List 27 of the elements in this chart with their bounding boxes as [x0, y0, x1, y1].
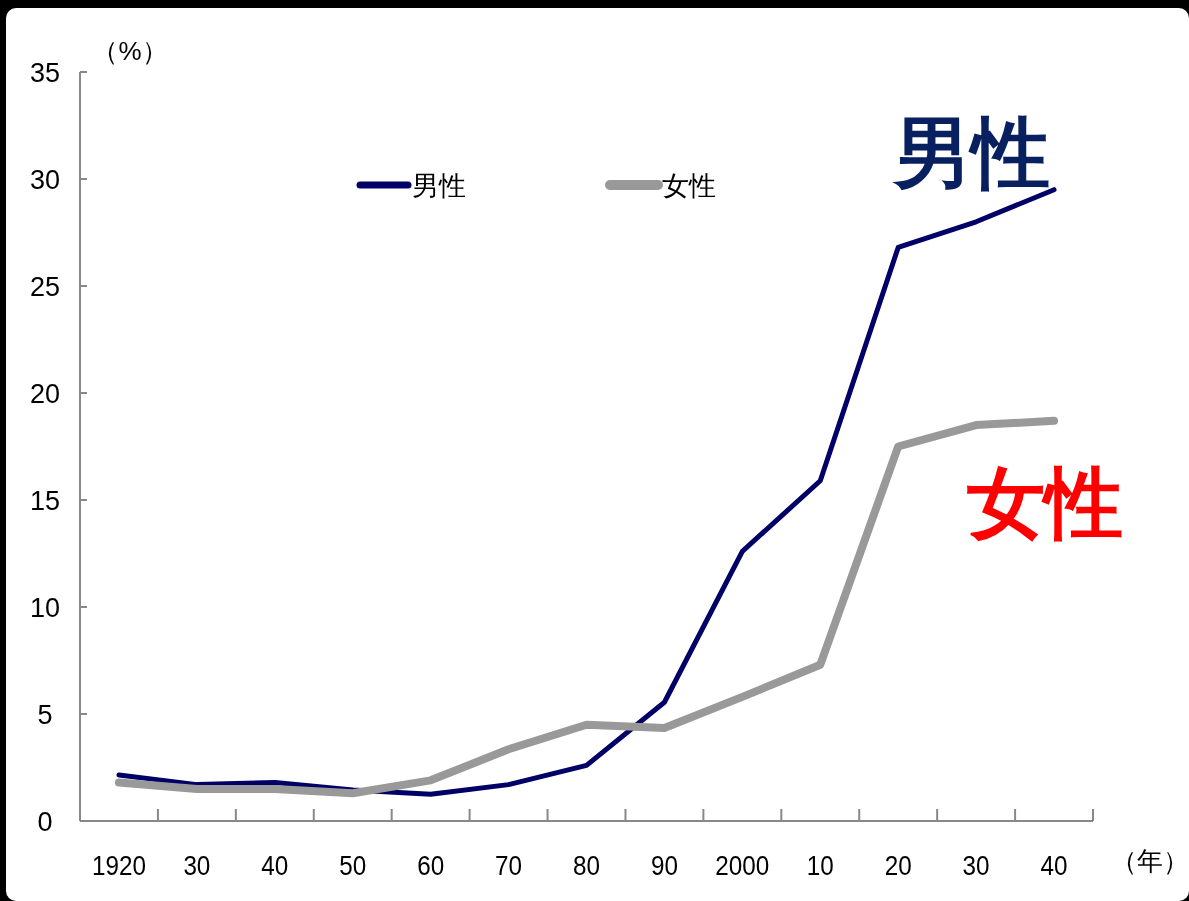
y-tick-label: 20	[29, 379, 61, 409]
x-tick-label: 50	[339, 851, 370, 881]
x-tick-label: 40	[1040, 851, 1071, 881]
x-tick-label: 1920	[91, 851, 153, 881]
x-tick-label: 10	[806, 851, 837, 881]
y-tick-label: 15	[29, 486, 61, 516]
annotation: 女性	[967, 459, 1123, 547]
y-tick-label: 30	[29, 165, 61, 195]
x-tick-label: 30	[183, 851, 214, 881]
legend-label: 男性	[412, 171, 466, 201]
x-tick-label: 70	[495, 851, 526, 881]
legend-label: 女性	[662, 171, 716, 201]
x-tick-label: 90	[650, 851, 681, 881]
y-tick-label: 25	[29, 272, 61, 302]
annotation: 男性	[892, 109, 1050, 197]
x-axis-title: （年）	[1111, 846, 1189, 876]
y-tick-label: 0	[37, 807, 53, 837]
y-tick-label: 10	[29, 593, 61, 623]
x-tick-label: 20	[884, 851, 915, 881]
y-axis-title: （%）	[92, 36, 168, 66]
y-tick-label: 35	[29, 58, 61, 88]
x-tick-label: 80	[573, 851, 604, 881]
x-tick-label: 40	[261, 851, 292, 881]
x-tick-label: 30	[962, 851, 993, 881]
x-tick-label: 2000	[715, 851, 776, 881]
x-tick-label: 60	[417, 851, 448, 881]
y-tick-label: 5	[37, 700, 53, 730]
